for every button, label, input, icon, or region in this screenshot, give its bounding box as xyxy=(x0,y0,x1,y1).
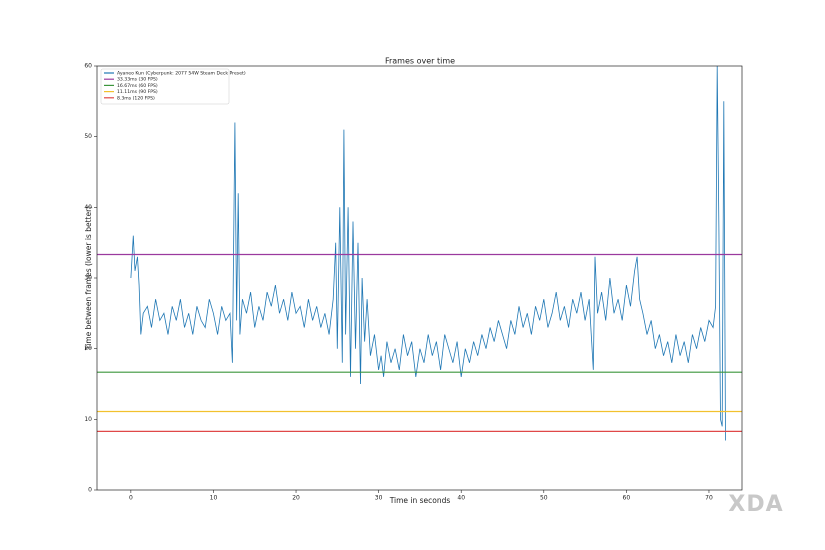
x-tick-label: 30 xyxy=(375,495,383,502)
y-axis-label: Time between frames (lower is better) xyxy=(84,206,93,351)
x-tick-label: 0 xyxy=(129,495,133,502)
legend-label: 11.11ms (90 FPS) xyxy=(117,89,158,95)
x-tick-label: 20 xyxy=(292,495,300,502)
legend-label: 8.3ms (120 FPS) xyxy=(117,95,155,101)
plot-frame xyxy=(96,65,743,491)
chart-title: Frames over time xyxy=(385,57,455,66)
y-tick-label: 20 xyxy=(84,345,92,352)
x-tick-label: 70 xyxy=(705,495,713,502)
y-tick-label: 40 xyxy=(84,204,92,211)
y-tick-label: 0 xyxy=(88,487,92,494)
y-tick-label: 10 xyxy=(84,416,92,423)
x-tick-label: 10 xyxy=(210,495,218,502)
x-tick-label: 40 xyxy=(457,495,465,502)
y-tick-label: 60 xyxy=(84,63,92,70)
legend-box xyxy=(100,68,230,105)
legend-label: 33.33ms (30 FPS) xyxy=(117,77,158,83)
watermark: XDA xyxy=(728,492,783,517)
x-axis-label: Time in seconds xyxy=(389,496,451,505)
y-tick-label: 30 xyxy=(84,275,92,282)
frame-time-line xyxy=(130,66,726,441)
legend-label: Ayaneo Kun (Cyberpunk: 2077 54W Steam De… xyxy=(117,71,246,77)
x-tick-label: 50 xyxy=(540,495,548,502)
x-tick-label: 60 xyxy=(623,495,631,502)
y-tick-label: 50 xyxy=(84,133,92,140)
legend-label: 16.67ms (60 FPS) xyxy=(117,83,158,89)
